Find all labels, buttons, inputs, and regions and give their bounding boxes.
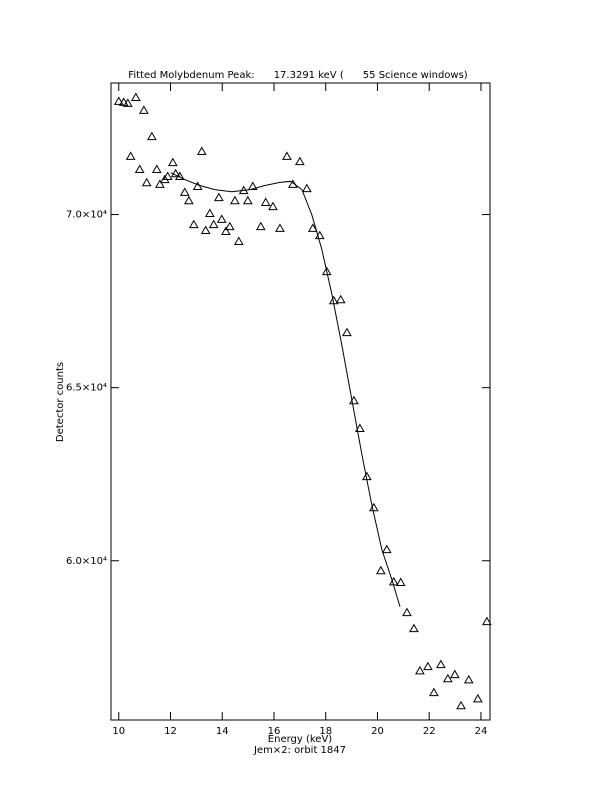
data-point	[188, 219, 199, 229]
plot-frame	[110, 82, 491, 721]
data-point	[307, 223, 318, 232]
data-point	[118, 97, 129, 106]
data-point	[275, 223, 285, 232]
data-point	[260, 197, 271, 206]
data-point	[294, 156, 305, 166]
data-point	[282, 151, 292, 160]
data-point	[463, 674, 474, 684]
data-point	[208, 219, 219, 229]
data-point	[224, 221, 235, 231]
x-tick-label: 24	[475, 726, 488, 737]
data-point	[355, 423, 365, 433]
data-point	[192, 181, 203, 191]
y-axis-label: Detector counts	[55, 362, 66, 442]
data-point	[472, 693, 483, 703]
data-point	[449, 669, 460, 679]
data-point	[155, 179, 165, 188]
data-point	[335, 294, 346, 304]
data-point	[268, 201, 278, 211]
x-tick-label: 18	[319, 726, 332, 737]
data-point	[301, 183, 312, 193]
data-point	[242, 195, 253, 205]
data-point	[230, 195, 240, 205]
chart-title: Fitted Molybdenum Peak: 17.3291 keV ( 55…	[128, 70, 468, 81]
y-tick-label: 6.5×10⁴	[66, 383, 107, 394]
data-point	[138, 105, 149, 114]
data-point	[247, 181, 258, 191]
data-point	[122, 98, 133, 107]
data-point	[482, 616, 492, 626]
fit-line	[170, 172, 401, 607]
data-point	[200, 225, 211, 234]
data-point	[179, 187, 190, 196]
x-tick-label: 22	[423, 726, 436, 737]
data-point	[402, 607, 412, 617]
subtitle: Jem×2: orbit 1847	[253, 745, 346, 756]
x-tick-label: 16	[268, 726, 281, 737]
x-tick-label: 12	[164, 726, 177, 737]
data-point	[375, 565, 386, 575]
data-point	[130, 92, 141, 102]
data-point	[214, 192, 224, 202]
data-point	[167, 157, 178, 167]
x-axis-label: Energy (keV)	[268, 734, 333, 745]
data-point	[162, 171, 173, 180]
data-point	[125, 151, 136, 160]
y-tick-label: 6.0×10⁴	[66, 556, 107, 567]
data-point	[204, 208, 215, 218]
data-point	[321, 266, 332, 276]
y-tick-label: 7.0×10⁴	[66, 210, 107, 221]
data-point	[368, 502, 379, 512]
data-point	[151, 164, 162, 174]
data-point	[381, 544, 392, 554]
data-point	[221, 226, 231, 236]
data-point	[233, 236, 244, 246]
x-tick-label: 20	[371, 726, 384, 737]
data-point	[435, 659, 446, 669]
data-point	[342, 327, 352, 337]
data-point	[428, 687, 439, 697]
data-point	[134, 164, 145, 174]
x-tick-label: 14	[216, 726, 229, 737]
data-point	[216, 214, 227, 223]
x-tick-label: 10	[112, 726, 125, 737]
data-point	[255, 221, 266, 231]
data-point	[113, 96, 124, 105]
data-point	[147, 131, 157, 141]
data-point	[184, 195, 194, 205]
data-point	[170, 168, 181, 178]
data-point	[196, 146, 207, 156]
data-point	[415, 665, 425, 675]
data-point	[423, 661, 433, 671]
data-point	[456, 700, 466, 710]
data-point	[395, 577, 406, 587]
data-point	[409, 623, 419, 633]
data-point	[442, 673, 453, 683]
data-point	[141, 177, 152, 187]
